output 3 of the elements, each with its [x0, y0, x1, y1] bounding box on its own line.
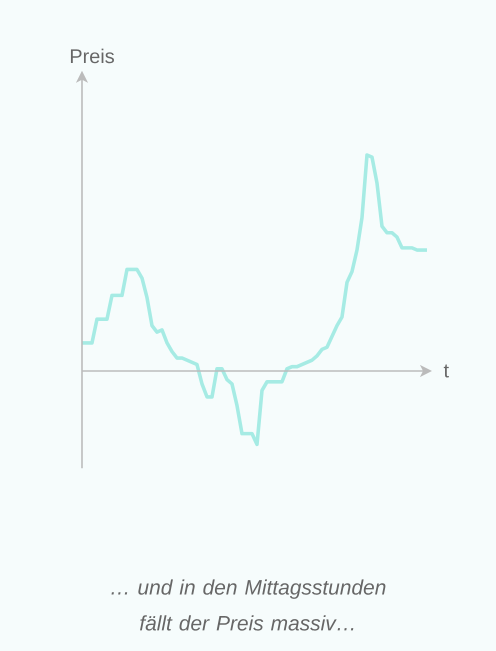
y-axis-title: Preis [70, 48, 114, 64]
text: … und in den Mittagsstunden fällt der Preis massiv… [112, 579, 386, 631]
x-axis-title: t [444, 364, 449, 378]
